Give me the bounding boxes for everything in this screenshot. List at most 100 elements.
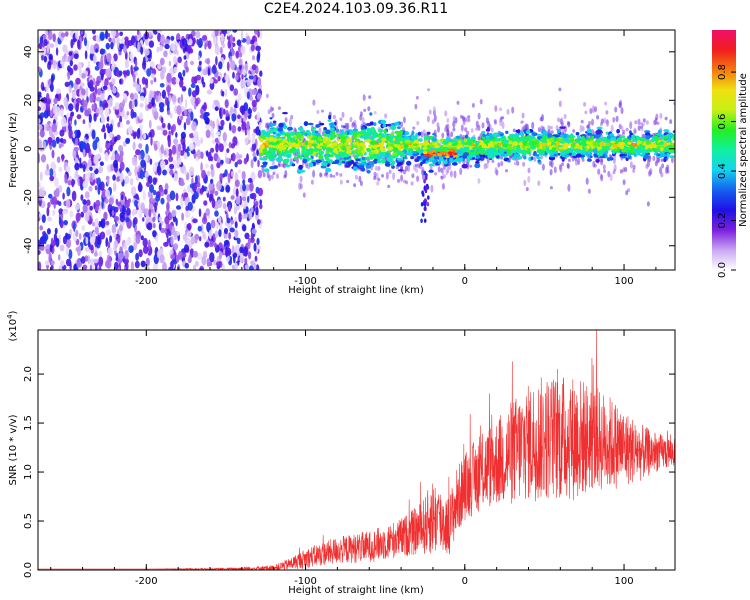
signal-cell bbox=[426, 131, 431, 135]
halo-cell bbox=[588, 120, 592, 126]
noise-cell bbox=[94, 65, 100, 71]
signal-cell bbox=[287, 126, 293, 131]
noise-cell bbox=[242, 79, 246, 89]
signal-cell bbox=[535, 154, 540, 157]
signal-cell bbox=[498, 152, 504, 155]
noise-cell bbox=[97, 234, 100, 245]
signal-cell bbox=[556, 128, 561, 134]
signal-cell bbox=[499, 147, 503, 150]
signal-cell bbox=[668, 137, 672, 142]
signal-cell bbox=[359, 142, 365, 146]
noise-cell bbox=[173, 230, 178, 241]
noise-cell bbox=[181, 212, 185, 221]
signal-cell bbox=[629, 149, 634, 154]
noise-cell bbox=[237, 126, 242, 132]
noise-cell bbox=[166, 237, 170, 245]
noise-cell bbox=[170, 43, 176, 52]
noise-cell bbox=[173, 243, 179, 251]
noise-cell bbox=[160, 117, 164, 124]
signal-cell bbox=[380, 158, 386, 164]
signal-cell bbox=[643, 154, 650, 160]
signal-cell bbox=[621, 148, 627, 153]
noise-cell bbox=[234, 244, 241, 255]
signal-cell bbox=[481, 143, 487, 149]
signal-cell bbox=[297, 152, 301, 156]
noise-cell bbox=[134, 99, 138, 108]
noise-cell bbox=[43, 96, 47, 104]
noise-cell bbox=[213, 242, 217, 248]
noise-cell bbox=[71, 190, 77, 202]
noise-cell bbox=[207, 67, 211, 76]
noise-cell bbox=[248, 210, 253, 220]
noise-cell bbox=[152, 222, 156, 229]
noise-cell bbox=[52, 59, 57, 70]
signal-cell bbox=[627, 141, 632, 145]
halo-cell bbox=[604, 101, 608, 106]
signal-cell bbox=[396, 126, 401, 129]
signal-cell bbox=[475, 154, 480, 160]
noise-cell bbox=[152, 164, 157, 172]
noise-cell bbox=[61, 116, 67, 127]
noise-cell bbox=[48, 53, 53, 61]
noise-cell bbox=[202, 231, 206, 240]
noise-cell bbox=[184, 98, 188, 109]
halo-cell bbox=[550, 160, 554, 168]
noise-cell bbox=[77, 129, 81, 139]
noise-cell bbox=[139, 95, 145, 101]
noise-cell bbox=[257, 170, 263, 179]
noise-cell bbox=[242, 68, 246, 76]
halo-cell bbox=[533, 156, 537, 162]
signal-cell bbox=[663, 129, 670, 133]
noise-cell bbox=[218, 61, 223, 70]
noise-cell bbox=[92, 258, 99, 264]
noise-cell bbox=[234, 262, 238, 270]
noise-cell bbox=[146, 222, 153, 231]
noise-cell bbox=[148, 40, 155, 48]
signal-cell bbox=[303, 121, 309, 127]
noise-cell bbox=[52, 209, 56, 216]
noise-cell bbox=[198, 208, 202, 217]
noise-cell bbox=[53, 97, 58, 105]
halo-cell bbox=[430, 184, 434, 193]
halo-cell bbox=[374, 165, 378, 171]
halo-cell bbox=[645, 163, 649, 169]
noise-cell bbox=[98, 250, 103, 257]
noise-cell bbox=[139, 103, 144, 108]
halo-cell bbox=[603, 169, 607, 173]
noise-cell bbox=[206, 57, 210, 65]
noise-cell bbox=[56, 88, 61, 95]
halo-cell bbox=[298, 182, 302, 190]
noise-cell bbox=[149, 119, 152, 129]
halo-cell bbox=[602, 164, 606, 170]
noise-cell bbox=[74, 204, 81, 210]
signal-cell bbox=[551, 141, 555, 145]
noise-cell bbox=[109, 145, 113, 152]
signal-cell bbox=[308, 162, 314, 168]
noise-cell bbox=[236, 159, 242, 165]
noise-cell bbox=[188, 87, 192, 97]
noise-cell bbox=[195, 139, 201, 147]
noise-cell bbox=[139, 169, 145, 180]
noise-cell bbox=[153, 143, 158, 151]
halo-cell bbox=[450, 131, 454, 138]
noise-cell bbox=[159, 57, 165, 66]
noise-cell bbox=[68, 249, 73, 260]
signal-cell bbox=[423, 135, 428, 141]
noise-cell bbox=[99, 231, 106, 240]
halo-cell bbox=[670, 156, 674, 164]
signal-cell bbox=[307, 122, 314, 126]
signal-cell bbox=[259, 157, 263, 161]
signal-cell bbox=[348, 137, 352, 143]
signal-cell bbox=[373, 122, 377, 126]
halo-cell bbox=[549, 186, 553, 190]
halo-cell bbox=[329, 173, 333, 178]
signal-cell bbox=[289, 144, 293, 148]
halo-cell bbox=[400, 174, 404, 182]
noise-cell bbox=[214, 190, 219, 196]
noise-cell bbox=[75, 238, 80, 246]
noise-cell bbox=[124, 250, 129, 260]
signal-cell bbox=[593, 153, 598, 158]
halo-cell bbox=[581, 125, 585, 132]
signal-cell bbox=[465, 146, 470, 150]
noise-cell bbox=[251, 133, 256, 138]
